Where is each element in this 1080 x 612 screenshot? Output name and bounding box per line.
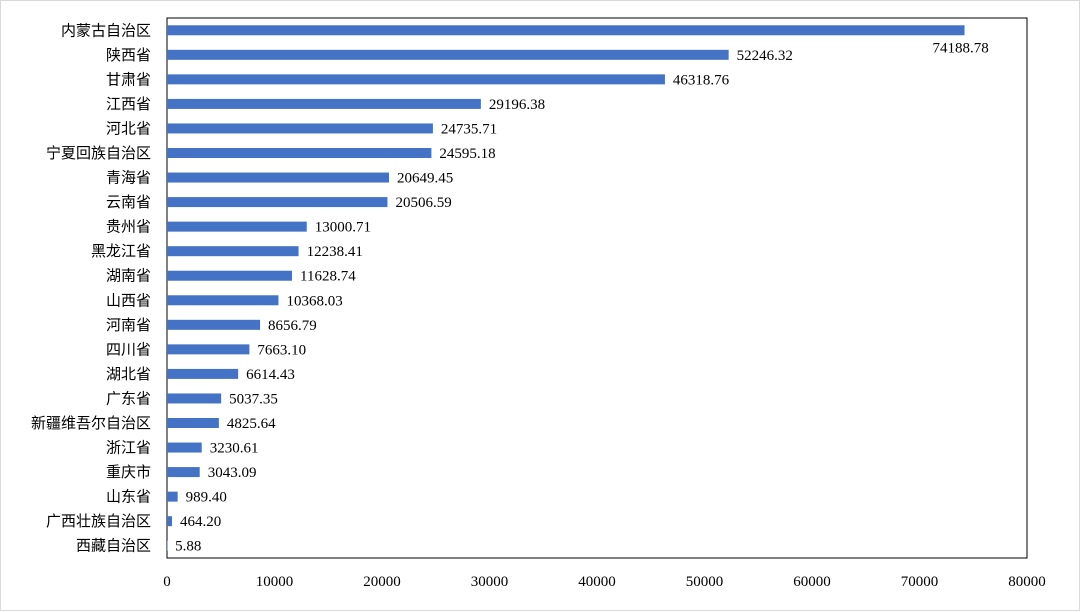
category-labels: 内蒙古自治区陕西省甘肃省江西省河北省宁夏回族自治区青海省云南省贵州省黑龙江省湖南…	[31, 21, 151, 554]
value-labels: 74188.78 52246.32 46318.76 29196.38 24735.71…	[175, 40, 989, 554]
category-label: 山东省	[106, 488, 151, 506]
category-label: 陕西省	[106, 46, 151, 64]
category-label: 宁夏回族自治区	[46, 144, 151, 162]
bar	[167, 123, 433, 134]
value-label: 20649.45	[397, 171, 453, 187]
value-label: 24735.71	[441, 121, 497, 137]
x-tick-label: 70000	[901, 574, 939, 590]
bar	[167, 393, 222, 404]
bar	[167, 295, 279, 306]
bar	[167, 491, 178, 502]
category-label: 山西省	[106, 291, 151, 309]
value-label: 464.20	[180, 514, 221, 530]
bar	[167, 368, 239, 379]
value-label: 989.40	[186, 490, 227, 506]
category-label: 广东省	[106, 389, 151, 407]
x-tick-label: 40000	[578, 574, 616, 590]
x-tick-label: 20000	[363, 574, 401, 590]
value-label: 13000.71	[315, 220, 371, 236]
category-label: 黑龙江省	[91, 242, 151, 260]
bar	[167, 516, 172, 527]
bar	[167, 197, 388, 208]
category-label: 河南省	[106, 316, 151, 334]
bars-layer	[167, 25, 965, 551]
x-axis-tick-labels: 0 10000 20000 30000 40000 50000 60000 70000 8000…	[163, 574, 1046, 590]
bar	[167, 344, 250, 355]
value-label: 3230.61	[210, 441, 259, 457]
value-label: 5.88	[175, 539, 201, 555]
bar	[167, 467, 200, 478]
value-label: 4825.64	[227, 416, 276, 432]
bar	[167, 442, 202, 453]
category-label: 广西壮族自治区	[46, 512, 151, 530]
value-label: 46318.76	[673, 72, 730, 88]
category-label: 江西省	[106, 95, 151, 113]
category-label: 云南省	[106, 193, 151, 211]
bar	[167, 74, 665, 85]
bar	[167, 246, 299, 257]
value-label: 10368.03	[286, 293, 342, 309]
bar	[167, 540, 168, 551]
value-label: 74188.78	[933, 40, 989, 56]
bar	[167, 148, 432, 158]
x-tick-label: 50000	[686, 574, 724, 590]
category-label: 重庆市	[106, 463, 151, 481]
value-label: 8656.79	[268, 318, 317, 334]
bar	[167, 49, 729, 60]
category-label: 西藏自治区	[76, 537, 151, 555]
value-label: 3043.09	[208, 465, 257, 481]
value-label: 12238.41	[307, 244, 363, 260]
plot-area-frame	[166, 17, 1028, 559]
value-label: 20506.59	[395, 195, 451, 211]
value-label: 24595.18	[439, 146, 495, 162]
value-label: 7663.10	[257, 342, 306, 358]
bar	[167, 98, 481, 109]
category-label: 甘肃省	[106, 70, 151, 88]
category-label: 新疆维吾尔自治区	[31, 414, 151, 432]
bar	[167, 418, 219, 428]
category-label: 河北省	[106, 119, 151, 137]
x-tick-label: 60000	[793, 574, 831, 590]
category-label: 湖北省	[106, 365, 151, 383]
category-label: 四川省	[106, 340, 151, 358]
value-label: 11628.74	[300, 269, 356, 285]
category-label: 湖南省	[106, 267, 151, 285]
category-label: 青海省	[106, 169, 151, 187]
bar	[167, 270, 293, 281]
value-label: 6614.43	[246, 367, 295, 383]
value-label: 5037.35	[229, 391, 278, 407]
bar	[167, 221, 307, 232]
value-label: 29196.38	[489, 97, 545, 113]
category-label: 浙江省	[106, 439, 151, 457]
x-tick-label: 10000	[256, 574, 294, 590]
x-tick-label: 30000	[471, 574, 509, 590]
bar	[167, 25, 965, 36]
value-label: 52246.32	[737, 48, 793, 64]
x-tick-label: 0	[163, 574, 171, 590]
x-tick-label: 80000	[1008, 574, 1046, 590]
bar	[167, 172, 389, 183]
category-label: 贵州省	[106, 218, 151, 236]
bar	[167, 319, 261, 330]
category-label: 内蒙古自治区	[61, 21, 151, 39]
